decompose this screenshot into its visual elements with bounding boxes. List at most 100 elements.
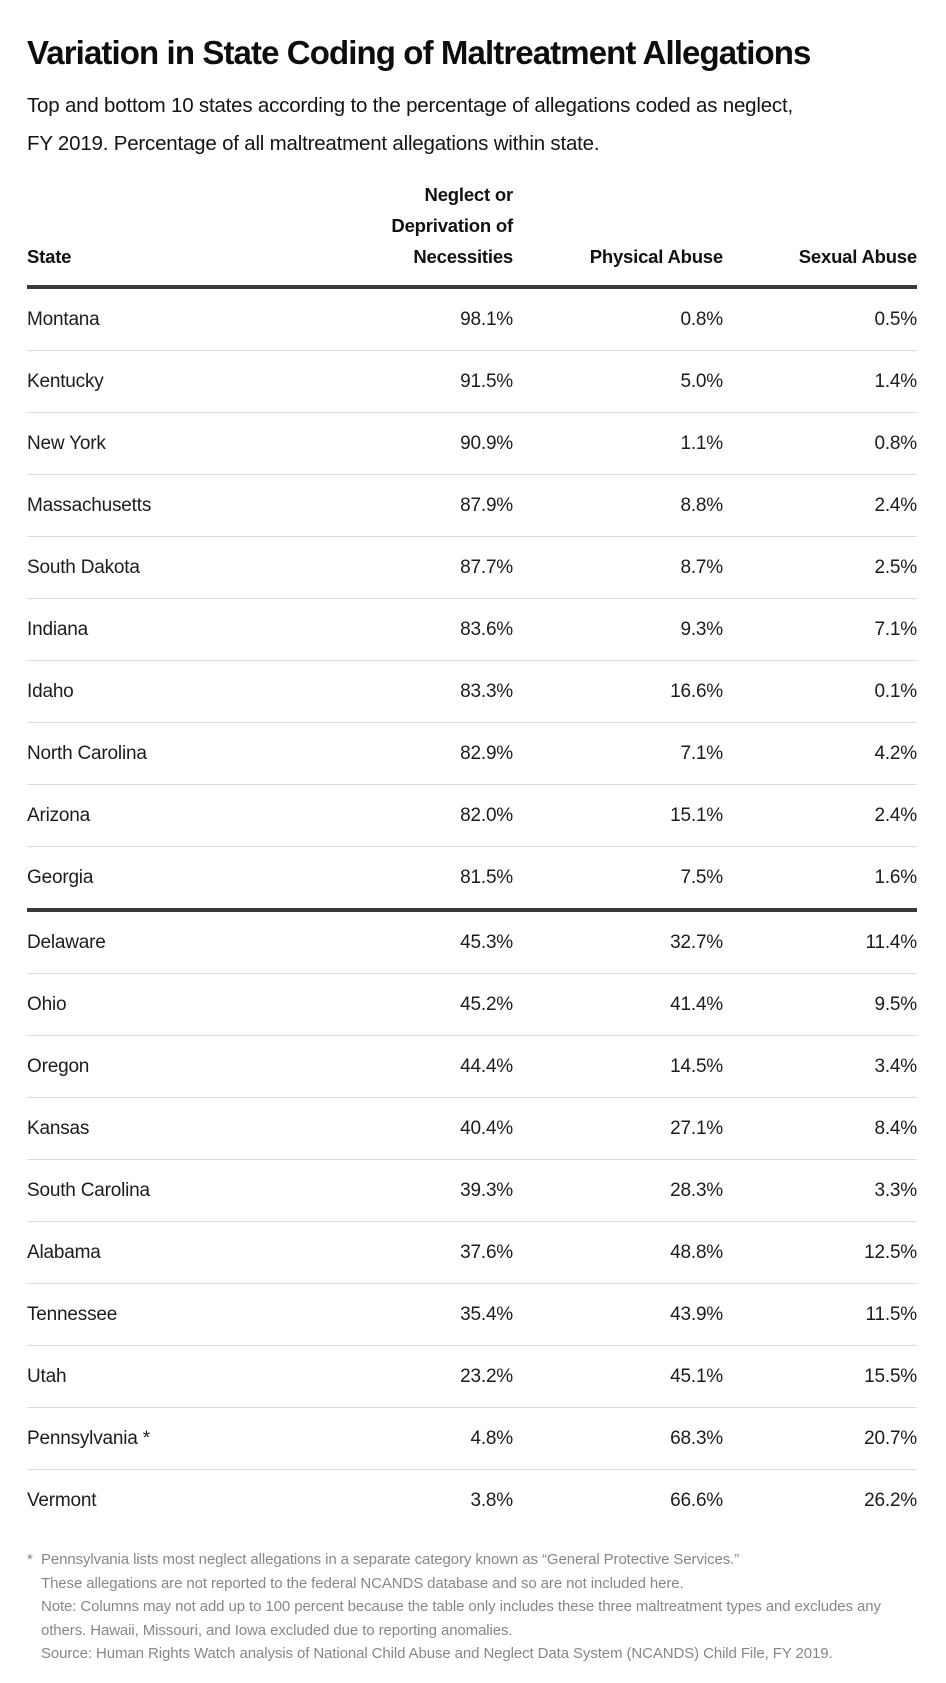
table-row: Arizona 82.0% 15.1% 2.4% bbox=[27, 784, 917, 847]
neglect-value-cell: 82.0% bbox=[313, 784, 513, 847]
sexual-abuse-value-cell: 4.2% bbox=[723, 722, 917, 785]
footnote-text: Pennsylvania lists most neglect allegati… bbox=[41, 1551, 740, 1568]
figure-subtitle: Top and bottom 10 states according to th… bbox=[27, 94, 793, 155]
sexual-abuse-value-cell: 3.4% bbox=[723, 1035, 917, 1098]
table-row: Vermont 3.8% 66.6% 26.2% bbox=[27, 1469, 917, 1531]
state-cell: South Carolina bbox=[27, 1159, 313, 1222]
state-coding-table: State Neglect or Deprivation of Necessit… bbox=[27, 179, 917, 1531]
sexual-abuse-value-cell: 8.4% bbox=[723, 1097, 917, 1160]
state-cell: Delaware bbox=[27, 908, 313, 974]
physical-abuse-value-cell: 14.5% bbox=[513, 1035, 723, 1098]
neglect-value-cell: 90.9% bbox=[313, 412, 513, 475]
footnote-asterisk: * bbox=[27, 1551, 33, 1568]
footnote-text: Note: Columns may not add up to 100 perc… bbox=[41, 1598, 881, 1639]
state-cell: Ohio bbox=[27, 973, 313, 1036]
neglect-value-cell: 87.7% bbox=[313, 536, 513, 599]
neglect-value-cell: 40.4% bbox=[313, 1097, 513, 1160]
physical-abuse-value-cell: 8.7% bbox=[513, 536, 723, 599]
physical-abuse-value-cell: 0.8% bbox=[680, 308, 723, 330]
sexual-abuse-value-cell: 0.8% bbox=[723, 412, 917, 475]
neglect-value-cell: 44.4% bbox=[313, 1035, 513, 1098]
column-header-physical-abuse: Physical Abuse bbox=[513, 179, 723, 289]
neglect-value-cell: 83.6% bbox=[313, 598, 513, 661]
physical-abuse-value-cell: 1.1% bbox=[513, 412, 723, 475]
physical-abuse-value-cell: 7.1% bbox=[513, 722, 723, 785]
table-row: Kansas 40.4% 27.1% 8.4% bbox=[27, 1097, 917, 1160]
state-cell: Kentucky bbox=[27, 350, 313, 413]
neglect-value-cell: 91.5% bbox=[313, 350, 513, 413]
state-cell: Kansas bbox=[27, 1097, 313, 1160]
neglect-value-cell: 35.4% bbox=[313, 1283, 513, 1346]
table-row: Pennsylvania * 4.8% 68.3% 20.7% bbox=[27, 1407, 917, 1470]
state-cell: Oregon bbox=[27, 1035, 313, 1098]
sexual-abuse-value-cell: 11.5% bbox=[723, 1283, 917, 1346]
physical-abuse-value-cell: 7.5% bbox=[513, 846, 723, 910]
physical-abuse-value-cell: 48.8% bbox=[513, 1221, 723, 1284]
footnote-line: * Pennsylvania lists most neglect allega… bbox=[27, 1548, 917, 1572]
sexual-abuse-value-cell: 0.1% bbox=[723, 660, 917, 723]
neglect-value-cell: 82.9% bbox=[313, 722, 513, 785]
physical-abuse-value-cell: 66.6% bbox=[513, 1469, 723, 1531]
sexual-abuse-value-cell: 26.2% bbox=[723, 1469, 917, 1531]
physical-abuse-value-cell: 16.6% bbox=[513, 660, 723, 723]
footnote-line: Note: Columns may not add up to 100 perc… bbox=[27, 1595, 917, 1642]
physical-abuse-value-cell: 5.0% bbox=[513, 350, 723, 413]
sexual-abuse-value-cell: 7.1% bbox=[723, 598, 917, 661]
sexual-abuse-value-cell: 1.6% bbox=[723, 846, 917, 910]
sexual-abuse-value-cell: 3.3% bbox=[723, 1159, 917, 1222]
table-row: Georgia 81.5% 7.5% 1.6% bbox=[27, 846, 917, 910]
column-header-state: State bbox=[27, 179, 313, 289]
column-header-neglect-label: Neglect or Deprivation of Necessities bbox=[391, 184, 513, 267]
physical-abuse-value-cell: 32.7% bbox=[513, 908, 723, 974]
physical-abuse-value-cell: 15.1% bbox=[513, 784, 723, 847]
state-cell: Utah bbox=[27, 1345, 313, 1408]
state-cell: Indiana bbox=[27, 598, 313, 661]
state-cell: Pennsylvania * bbox=[27, 1407, 313, 1470]
table-row: Massachusetts 87.9% 8.8% 2.4% bbox=[27, 474, 917, 537]
footnotes: * Pennsylvania lists most neglect allega… bbox=[27, 1548, 917, 1666]
sexual-abuse-value-cell: 11.4% bbox=[723, 908, 917, 974]
footnote-text: These allegations are not reported to th… bbox=[41, 1574, 684, 1592]
top-10-states-group: Montana 98.1% 0.8% 0.5% Kentucky 91.5% 5… bbox=[27, 287, 917, 910]
column-header-sexual-abuse: Sexual Abuse bbox=[723, 179, 917, 289]
table-row: New York 90.9% 1.1% 0.8% bbox=[27, 412, 917, 475]
table-row: Kentucky 91.5% 5.0% 1.4% bbox=[27, 350, 917, 413]
physical-abuse-value-cell: 45.1% bbox=[513, 1345, 723, 1408]
header-row: State Neglect or Deprivation of Necessit… bbox=[27, 179, 917, 289]
physical-abuse-value-cell: 8.8% bbox=[513, 474, 723, 537]
sexual-abuse-value-cell: 12.5% bbox=[723, 1221, 917, 1284]
table-row: Delaware 45.3% 32.7% 11.4% bbox=[27, 908, 917, 974]
bottom-10-states-group: Delaware 45.3% 32.7% 11.4% Ohio 45.2% 41… bbox=[27, 908, 917, 1531]
state-cell: South Dakota bbox=[27, 536, 313, 599]
state-cell: New York bbox=[27, 412, 313, 475]
state-cell: Massachusetts bbox=[27, 474, 313, 537]
sexual-abuse-value-cell: 20.7% bbox=[723, 1407, 917, 1470]
neglect-value-cell: 45.2% bbox=[313, 973, 513, 1036]
physical-abuse-value-cell: 41.4% bbox=[513, 973, 723, 1036]
table-row: Alabama 37.6% 48.8% 12.5% bbox=[27, 1221, 917, 1284]
sexual-abuse-value-cell: 0.5% bbox=[874, 308, 917, 330]
table-row: Indiana 83.6% 9.3% 7.1% bbox=[27, 598, 917, 661]
table-row: Montana 98.1% 0.8% 0.5% bbox=[27, 287, 917, 351]
state-cell: North Carolina bbox=[27, 722, 313, 785]
state-cell: Idaho bbox=[27, 660, 313, 723]
table-row: South Carolina 39.3% 28.3% 3.3% bbox=[27, 1159, 917, 1222]
neglect-value-cell: 45.3% bbox=[313, 908, 513, 974]
sexual-abuse-value-cell: 2.5% bbox=[723, 536, 917, 599]
footnote-line: These allegations are not reported to th… bbox=[27, 1572, 917, 1596]
state-cell: Montana bbox=[27, 308, 100, 330]
state-cell: Tennessee bbox=[27, 1283, 313, 1346]
neglect-value-cell: 4.8% bbox=[313, 1407, 513, 1470]
footnote-text: Source: Human Rights Watch analysis of N… bbox=[41, 1645, 833, 1662]
table-row: South Dakota 87.7% 8.7% 2.5% bbox=[27, 536, 917, 599]
neglect-value-cell: 23.2% bbox=[313, 1345, 513, 1408]
figure-title: Variation in State Coding of Maltreatmen… bbox=[27, 34, 811, 71]
neglect-value-cell: 39.3% bbox=[313, 1159, 513, 1222]
table-row: Tennessee 35.4% 43.9% 11.5% bbox=[27, 1283, 917, 1346]
neglect-value-cell: 81.5% bbox=[313, 846, 513, 910]
neglect-value-cell: 3.8% bbox=[313, 1469, 513, 1531]
sexual-abuse-value-cell: 15.5% bbox=[723, 1345, 917, 1408]
physical-abuse-value-cell: 68.3% bbox=[513, 1407, 723, 1470]
neglect-value-cell: 87.9% bbox=[313, 474, 513, 537]
